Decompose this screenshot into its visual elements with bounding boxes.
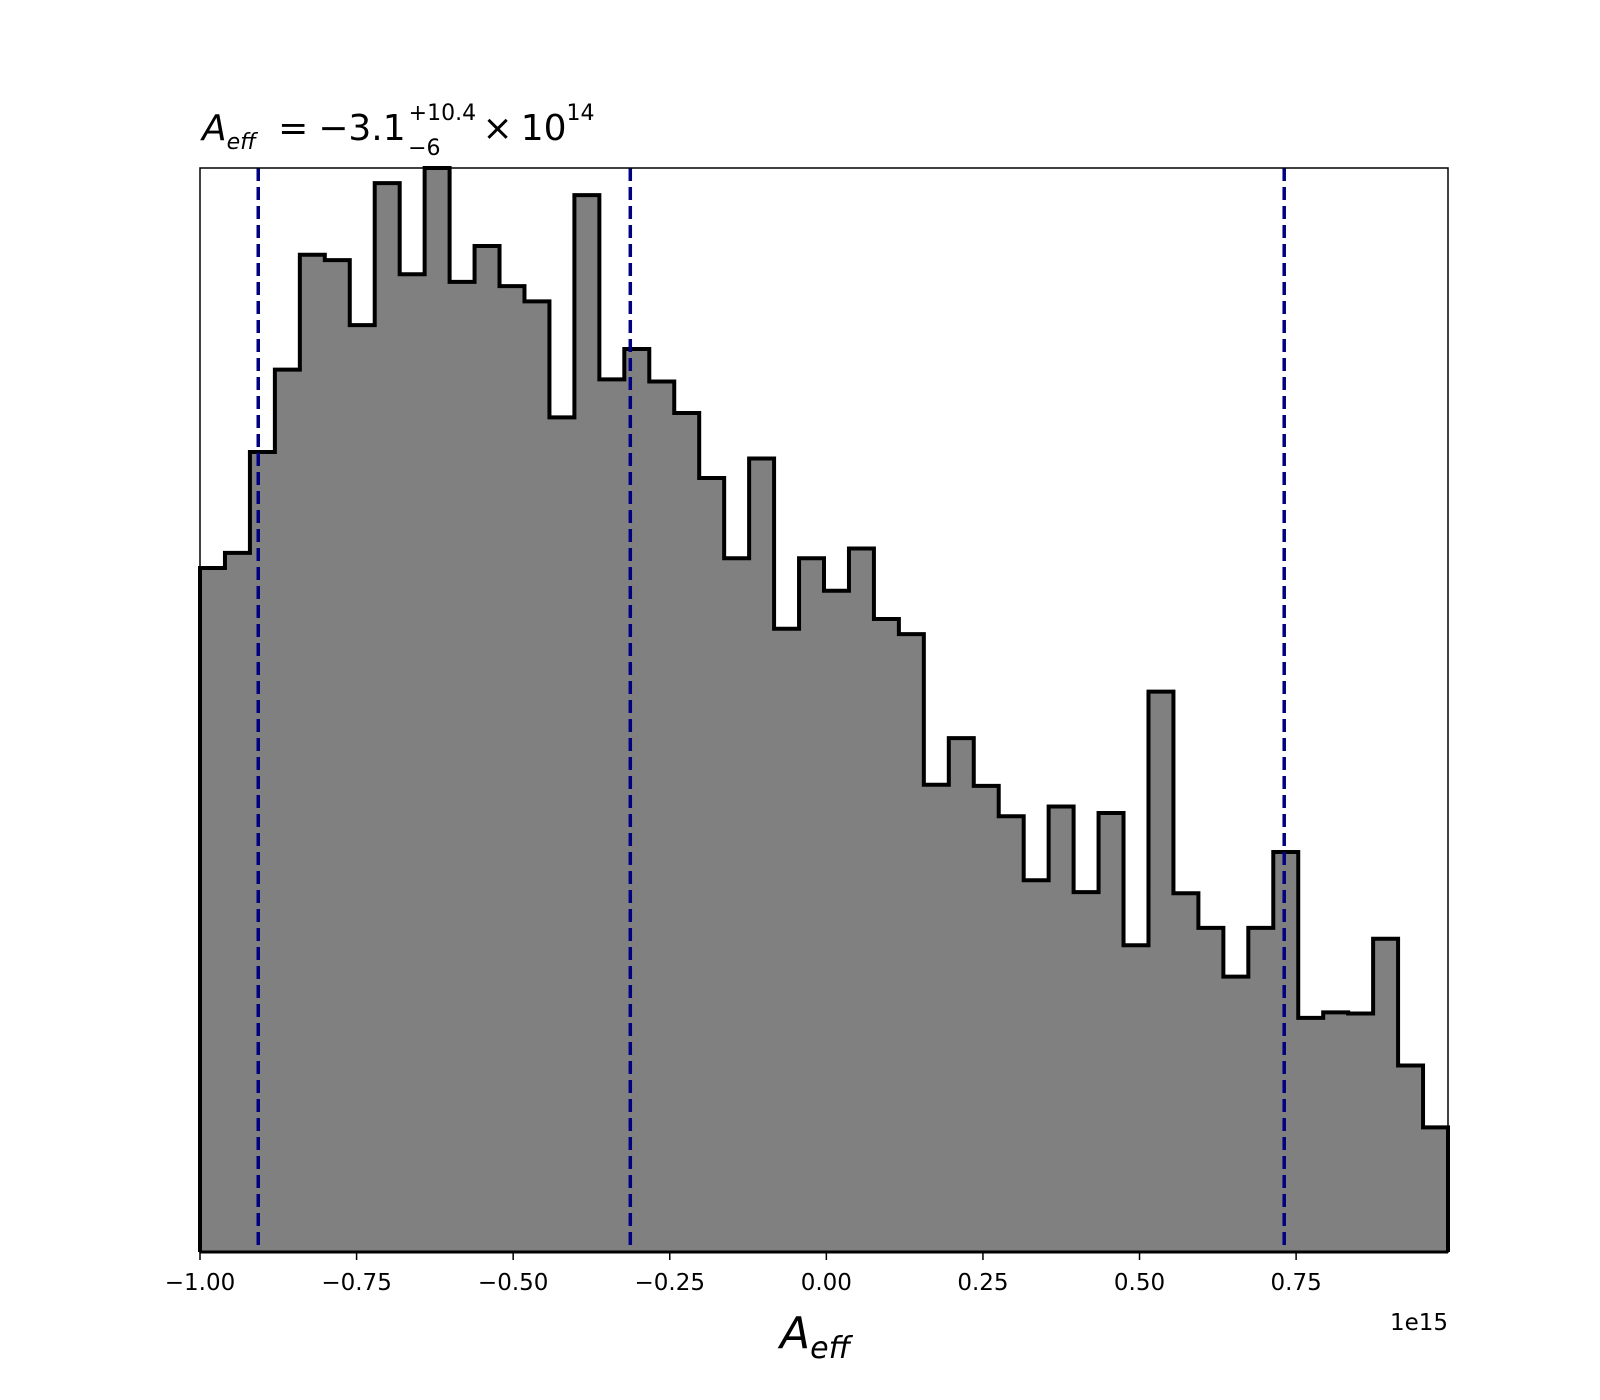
histogram-bar bbox=[1073, 892, 1100, 1252]
x-axis-label: Aeff bbox=[777, 1308, 854, 1366]
histogram-bar bbox=[374, 183, 401, 1252]
histogram-bar bbox=[799, 558, 825, 1252]
histogram-bar bbox=[848, 548, 875, 1252]
histogram-bar bbox=[349, 325, 376, 1252]
x-tick-label: 0.00 bbox=[801, 1270, 852, 1296]
title-equals: = bbox=[278, 108, 308, 149]
quantile-lines bbox=[256, 168, 1286, 1252]
histogram-bar bbox=[1023, 880, 1050, 1252]
title-upper-error: +10.4 bbox=[409, 101, 476, 126]
histogram-bar bbox=[1373, 938, 1399, 1252]
title-symbol: A bbox=[200, 108, 227, 149]
x-tick-label: 0.25 bbox=[957, 1270, 1008, 1296]
histogram-bar bbox=[674, 412, 700, 1252]
histogram-bar bbox=[649, 381, 675, 1253]
x-tick-label: −0.50 bbox=[478, 1270, 548, 1296]
histogram-bars bbox=[200, 168, 1449, 1253]
histogram-bar bbox=[998, 816, 1025, 1252]
histogram-bar bbox=[299, 254, 326, 1253]
histogram-bar bbox=[1148, 691, 1175, 1252]
histogram-bar bbox=[1423, 1127, 1449, 1252]
title-symbol-subscript: eff bbox=[227, 130, 259, 155]
chart-title: Aeff = −3.1 +10.4 −6 × 1014 bbox=[200, 101, 595, 161]
histogram-bar bbox=[1298, 1017, 1324, 1252]
histogram-bar bbox=[424, 168, 451, 1252]
histogram-bar bbox=[524, 301, 551, 1252]
histogram-bar bbox=[1323, 1012, 1349, 1252]
histogram-bar bbox=[1348, 1013, 1374, 1252]
histogram-bar bbox=[1173, 893, 1199, 1252]
histogram-bar bbox=[599, 379, 625, 1252]
histogram-bar bbox=[624, 349, 650, 1252]
title-multiplier-base: 10 bbox=[521, 108, 567, 149]
histogram-bar bbox=[200, 567, 226, 1252]
histogram-outline bbox=[198, 166, 1450, 1252]
histogram-bar bbox=[824, 590, 850, 1252]
x-axis-ticks: −1.00 −0.75 −0.50 −0.25 0.00 0.25 0.50 0.75 bbox=[165, 1252, 1322, 1296]
histogram-bar bbox=[923, 784, 950, 1252]
histogram-bar bbox=[399, 274, 426, 1252]
x-axis-label-subscript: eff bbox=[810, 1331, 853, 1366]
histogram-bar bbox=[724, 558, 750, 1252]
x-axis-offset-label: 1e15 bbox=[1390, 1310, 1448, 1336]
x-tick-label: −0.75 bbox=[321, 1270, 391, 1296]
title-lower-error: −6 bbox=[408, 136, 440, 161]
x-tick-label: −0.25 bbox=[635, 1270, 705, 1296]
histogram-bar bbox=[1048, 806, 1075, 1252]
title-median: −3.1 bbox=[318, 108, 405, 149]
histogram-bar bbox=[1123, 945, 1150, 1252]
histogram-bar bbox=[1398, 1065, 1424, 1252]
title-times: × bbox=[483, 108, 513, 149]
histogram-bar bbox=[274, 369, 301, 1252]
histogram-bar bbox=[873, 618, 900, 1252]
histogram-bar bbox=[774, 628, 800, 1252]
histogram-bar bbox=[324, 260, 351, 1252]
histogram-bar bbox=[1098, 812, 1125, 1252]
histogram-bar bbox=[1273, 852, 1299, 1252]
histogram-bar bbox=[474, 246, 501, 1253]
histogram-bar bbox=[1198, 927, 1224, 1252]
x-tick-label: −1.00 bbox=[165, 1270, 235, 1296]
x-tick-label: 0.75 bbox=[1271, 1270, 1322, 1296]
histogram-bar bbox=[499, 286, 526, 1252]
histogram-bar bbox=[898, 634, 925, 1252]
histogram-bar bbox=[699, 478, 725, 1252]
histogram-bar bbox=[574, 195, 600, 1253]
histogram-bar bbox=[1248, 927, 1274, 1252]
histogram-bar bbox=[224, 552, 251, 1252]
x-axis-label-symbol: A bbox=[777, 1308, 810, 1359]
histogram-bar bbox=[1223, 976, 1249, 1252]
histogram-bar bbox=[549, 417, 575, 1252]
histogram-bar bbox=[449, 281, 476, 1252]
title-multiplier-exponent: 14 bbox=[567, 101, 595, 126]
x-tick-label: 0.50 bbox=[1114, 1270, 1165, 1296]
histogram-bar bbox=[749, 458, 775, 1253]
histogram-bar bbox=[948, 738, 975, 1252]
histogram-bar bbox=[249, 452, 276, 1252]
histogram-bar bbox=[973, 785, 1000, 1252]
